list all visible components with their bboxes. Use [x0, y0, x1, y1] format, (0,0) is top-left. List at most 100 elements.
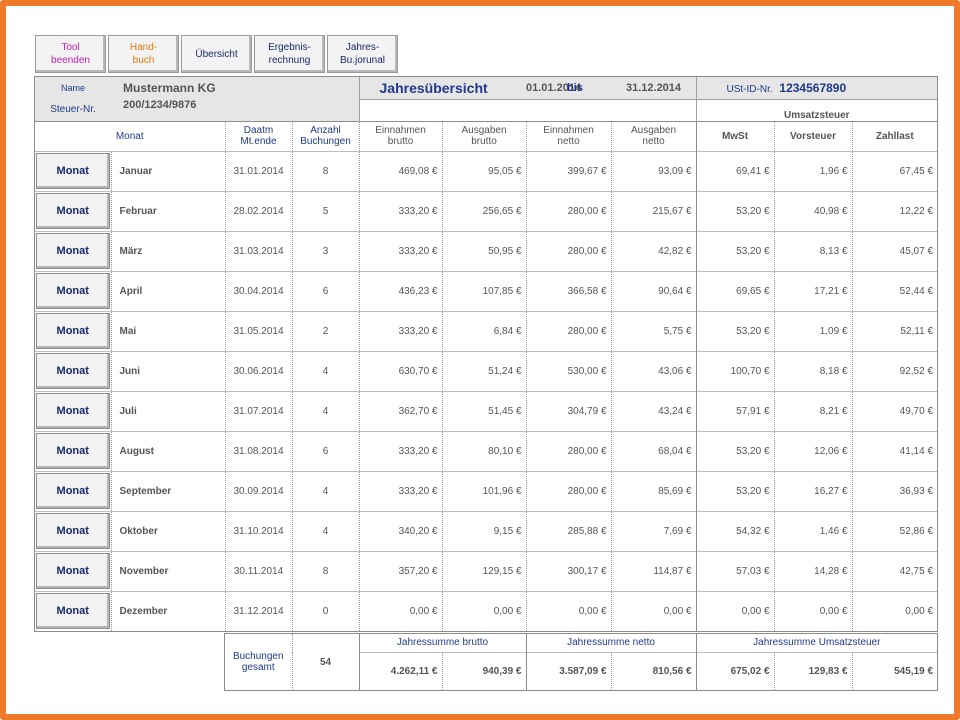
- ausgaben-netto-cell: 68,04 €: [611, 430, 697, 471]
- jahressumme-netto-heading: Jahressumme netto: [526, 634, 697, 652]
- header-spacer: [358, 98, 697, 121]
- date-cell: 28.02.2014: [225, 190, 293, 231]
- ausgaben-netto-cell: 42,82 €: [611, 230, 697, 271]
- vorsteuer-cell: 1,09 €: [774, 310, 853, 351]
- zahllast-cell: 52,11 €: [852, 310, 938, 351]
- uebersicht-button[interactable]: Übersicht: [181, 35, 252, 73]
- buchungen-gesamt-label: Buchungen gesamt: [225, 634, 293, 690]
- month-button-cell: Monat: [35, 350, 112, 391]
- einnahmen-brutto-cell: 469,08 €: [359, 150, 443, 191]
- einnahmen-netto-cell: 280,00 €: [526, 430, 612, 471]
- date-cell: 30.11.2014: [225, 550, 293, 591]
- ausgaben-netto-cell: 90,64 €: [611, 270, 697, 311]
- tool-beenden-button[interactable]: Tool beenden: [35, 35, 106, 73]
- month-name: Juni: [111, 350, 226, 391]
- col-zahllast: Zahllast: [852, 120, 938, 151]
- tax-value: 200/1234/9876: [111, 99, 359, 121]
- date-cell: 31.01.2014: [225, 150, 293, 191]
- ausgaben-netto-cell: 0,00 €: [611, 590, 697, 631]
- monat-button[interactable]: Monat: [35, 233, 110, 269]
- zahllast-cell: 92,52 €: [852, 350, 938, 391]
- monat-button[interactable]: Monat: [35, 353, 110, 389]
- einnahmen-brutto-cell: 340,20 €: [359, 510, 443, 551]
- einnahmen-brutto-cell: 357,20 €: [359, 550, 443, 591]
- mwst-cell: 53,20 €: [696, 470, 775, 511]
- month-button-cell: Monat: [35, 430, 112, 471]
- summary-table: Buchungen gesamt 54 Jahressumme brutto J…: [225, 634, 938, 690]
- ausgaben-brutto-cell: 95,05 €: [442, 150, 527, 191]
- month-row: Monat Dezember 31.12.2014 0 0,00 €0,00 €0,00…: [35, 590, 938, 631]
- month-name: Januar: [111, 150, 226, 191]
- einnahmen-netto-cell: 366,58 €: [526, 270, 612, 311]
- mwst-cell: 69,65 €: [696, 270, 775, 311]
- sum-mwst: 675,02 €: [696, 651, 775, 690]
- count-cell: 4: [292, 470, 360, 511]
- date-cell: 31.05.2014: [225, 310, 293, 351]
- month-button-cell: Monat: [35, 470, 112, 511]
- zahllast-cell: 52,44 €: [852, 270, 938, 311]
- month-name: Mai: [111, 310, 226, 351]
- ausgaben-netto-cell: 7,69 €: [611, 510, 697, 551]
- count-cell: 4: [292, 390, 360, 431]
- overview-table: Name Mustermann KG Jahresübersicht 01.01…: [35, 77, 938, 631]
- jahresjournal-button[interactable]: Jahres- Bu.jorunal: [327, 35, 398, 73]
- einnahmen-netto-cell: 285,88 €: [526, 510, 612, 551]
- monat-button[interactable]: Monat: [35, 513, 110, 549]
- monat-button[interactable]: Monat: [35, 473, 110, 509]
- month-row: Monat Juli 31.07.2014 4 362,70 €51,45 €304,7…: [35, 390, 938, 431]
- month-name: Dezember: [111, 590, 226, 631]
- zahllast-cell: 12,22 €: [852, 190, 938, 231]
- col-monat: Monat: [35, 120, 226, 151]
- ausgaben-netto-cell: 5,75 €: [611, 310, 697, 351]
- vorsteuer-cell: 17,21 €: [774, 270, 853, 311]
- ausgaben-brutto-cell: 0,00 €: [442, 590, 527, 631]
- month-button-cell: Monat: [35, 230, 112, 271]
- monat-button[interactable]: Monat: [35, 273, 110, 309]
- month-name: Juli: [111, 390, 226, 431]
- sum-zahllast: 545,19 €: [852, 651, 938, 690]
- einnahmen-brutto-cell: 630,70 €: [359, 350, 443, 391]
- month-row: Monat September 30.09.2014 4 333,20 €101,96 …: [35, 470, 938, 511]
- buchungen-gesamt-value: 54: [292, 634, 360, 690]
- date-cell: 31.03.2014: [225, 230, 293, 271]
- monat-button[interactable]: Monat: [35, 433, 110, 469]
- count-cell: 0: [292, 590, 360, 631]
- month-name: August: [111, 430, 226, 471]
- zahllast-cell: 0,00 €: [852, 590, 938, 631]
- zahllast-cell: 45,07 €: [852, 230, 938, 271]
- monat-button[interactable]: Monat: [35, 153, 110, 189]
- einnahmen-netto-cell: 399,67 €: [526, 150, 612, 191]
- date-cell: 31.12.2014: [225, 590, 293, 631]
- col-datum: Daatm Mt.ende: [225, 120, 293, 151]
- einnahmen-netto-cell: 280,00 €: [526, 190, 612, 231]
- count-cell: 3: [292, 230, 360, 271]
- ausgaben-brutto-cell: 101,96 €: [442, 470, 527, 511]
- date-cell: 31.07.2014: [225, 390, 293, 431]
- monat-button[interactable]: Monat: [35, 393, 110, 429]
- einnahmen-brutto-cell: 0,00 €: [359, 590, 443, 631]
- month-row: Monat April 30.04.2014 6 436,23 €107,85 €366…: [35, 270, 938, 311]
- ausgaben-brutto-cell: 107,85 €: [442, 270, 527, 311]
- vorsteuer-cell: 1,46 €: [774, 510, 853, 551]
- monat-button[interactable]: Monat: [35, 593, 110, 630]
- monat-button[interactable]: Monat: [35, 193, 110, 229]
- count-cell: 8: [292, 550, 360, 591]
- ausgaben-netto-cell: 93,09 €: [611, 150, 697, 191]
- vorsteuer-cell: 1,96 €: [774, 150, 853, 191]
- date-range-to: bis 31.12.2014: [567, 77, 697, 99]
- ausgaben-netto-cell: 43,24 €: [611, 390, 697, 431]
- ust-id: USt-ID-Nr. 1234567890: [695, 77, 938, 99]
- monat-button[interactable]: Monat: [35, 553, 110, 589]
- einnahmen-netto-cell: 280,00 €: [526, 230, 612, 271]
- date-cell: 30.06.2014: [225, 350, 293, 391]
- monat-button[interactable]: Monat: [35, 313, 110, 349]
- mwst-cell: 57,03 €: [696, 550, 775, 591]
- einnahmen-netto-cell: 304,79 €: [526, 390, 612, 431]
- col-mwst: MwSt: [696, 120, 775, 151]
- sum-vorsteuer: 129,83 €: [774, 651, 853, 690]
- month-name: September: [111, 470, 226, 511]
- handbuch-button[interactable]: Hand- buch: [108, 35, 179, 73]
- ergebnisrechnung-button[interactable]: Ergebnis- rechnung: [254, 35, 325, 73]
- col-einnahmen-netto: Einnahmen netto: [526, 120, 612, 151]
